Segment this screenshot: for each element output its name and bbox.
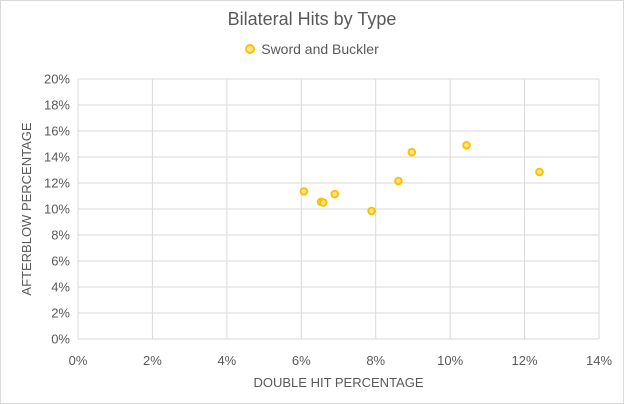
- data-point: [367, 206, 376, 216]
- y-tick-label: 20%: [44, 72, 70, 87]
- y-tick-label: 10%: [44, 202, 70, 217]
- x-tick-label: 10%: [437, 353, 463, 368]
- x-tick-label: 12%: [512, 353, 538, 368]
- y-tick-label: 4%: [51, 280, 70, 295]
- y-tick-labels: 0% 2% 4% 6% 8% 10% 12% 14% 16% 18% 20%: [44, 72, 70, 347]
- y-tick-label: 18%: [44, 98, 70, 113]
- y-tick-label: 8%: [51, 228, 70, 243]
- y-tick-label: 0%: [51, 332, 70, 347]
- data-point: [330, 189, 340, 199]
- x-tick-labels: 0% 2% 4% 6% 8% 10% 12% 14%: [69, 353, 613, 368]
- y-tick-label: 16%: [44, 124, 70, 139]
- y-tick-label: 6%: [51, 254, 70, 269]
- data-point: [299, 187, 309, 196]
- chart-title: Bilateral Hits by Type: [227, 9, 397, 29]
- x-tick-label: 6%: [292, 353, 311, 368]
- data-point: [535, 167, 544, 177]
- x-tick-label: 14%: [586, 353, 612, 368]
- y-tick-label: 2%: [51, 306, 70, 321]
- data-point: [318, 198, 328, 207]
- legend-label: Sword and Buckler: [261, 41, 379, 57]
- legend: Sword and Buckler: [1, 41, 623, 57]
- data-point: [462, 141, 471, 150]
- x-tick-label: 2%: [143, 353, 162, 368]
- legend-marker: [245, 44, 256, 54]
- grid-lines: [77, 78, 600, 340]
- y-axis-title: AFTERBLOW PERCENTAGE: [19, 122, 34, 295]
- data-point: [394, 176, 403, 186]
- x-tick-label: 0%: [69, 353, 88, 368]
- x-tick-label: 4%: [217, 353, 236, 368]
- data-points: [299, 141, 544, 216]
- y-tick-label: 14%: [44, 150, 70, 165]
- x-axis-title: DOUBLE HIT PERCENTAGE: [254, 375, 424, 390]
- x-tick-label: 8%: [366, 353, 385, 368]
- y-tick-label: 12%: [44, 176, 70, 191]
- data-point: [407, 147, 417, 157]
